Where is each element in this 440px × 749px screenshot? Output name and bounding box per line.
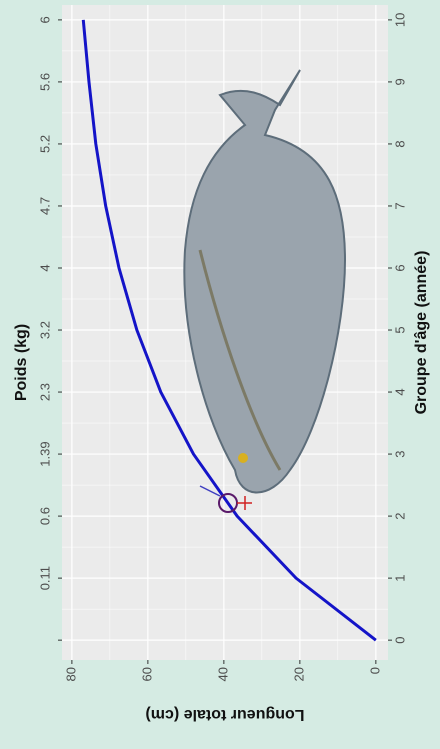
x2-tick-label: 3.2 (37, 321, 52, 339)
x2-tick-label: 4 (37, 264, 52, 271)
x2-tick-label: 6 (37, 16, 52, 23)
line (81, 19, 377, 642)
y-axis-title: Longueur totale (cm) (145, 706, 304, 723)
fish-eye (238, 453, 248, 463)
x2-tick-label: 1.39 (37, 441, 52, 466)
y-tick-label: 0 (367, 667, 382, 674)
y-tick-label: 60 (139, 667, 154, 681)
x-tick-label: 7 (392, 202, 407, 209)
y-tick-label: 20 (291, 667, 306, 681)
male-arrow (199, 485, 221, 497)
y-tick-label: 40 (215, 667, 230, 681)
x-tick-label: 8 (392, 140, 407, 147)
x-tick-label: 4 (392, 388, 407, 395)
x-tick-label: 10 (392, 13, 407, 27)
fish (183, 69, 347, 494)
x2-tick-label: 2.3 (37, 383, 52, 401)
illustration (183, 69, 347, 513)
x2-tick-label: 0.11 (37, 566, 52, 590)
x-tick-label: 5 (392, 326, 407, 333)
x2-axis-title: Poids (kg) (13, 324, 30, 401)
x-tick-label: 2 (392, 512, 407, 519)
y-tick-label: 80 (63, 667, 78, 681)
x-tick-label: 0 (392, 637, 407, 644)
x2-tick-label: 4.7 (37, 197, 52, 215)
x-tick-label: 3 (392, 450, 407, 457)
x2-tick-label: 5.6 (37, 73, 52, 91)
x2-tick-label: 0.6 (37, 507, 52, 525)
x2-tick-label: 5.2 (37, 135, 52, 153)
x-tick-label: 1 (392, 575, 407, 582)
fish-fin (198, 249, 282, 471)
x-tick-label: 9 (392, 78, 407, 85)
x-axis-title: Groupe d'âge (année) (413, 251, 430, 415)
x-tick-label: 6 (392, 264, 407, 271)
